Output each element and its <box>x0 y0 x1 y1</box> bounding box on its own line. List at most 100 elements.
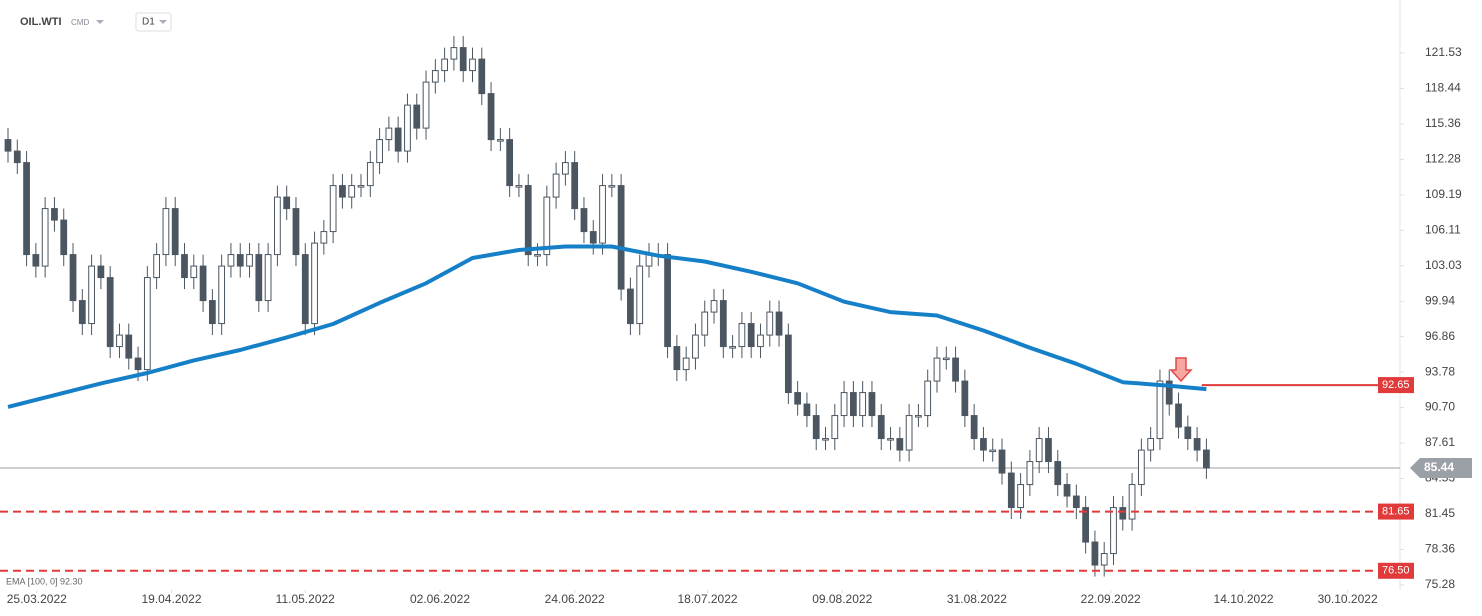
candle-body <box>812 415 820 440</box>
candle-body <box>1203 449 1210 469</box>
x-tick-label: 25.03.2022 <box>7 592 67 606</box>
candle-body <box>459 47 467 72</box>
candle-body <box>339 185 346 198</box>
candle-body <box>41 208 49 267</box>
candle-body <box>1082 507 1090 543</box>
candle-body <box>60 219 68 256</box>
candle-body <box>1184 426 1192 440</box>
candle-body <box>729 346 736 349</box>
x-tick-label: 31.08.2022 <box>947 592 1007 606</box>
candle-body <box>719 300 727 348</box>
candle-body <box>543 196 551 256</box>
candle-body <box>283 196 291 210</box>
level-label: 92.65 <box>1382 379 1410 391</box>
candle-body <box>487 93 495 141</box>
x-tick-label: 09.08.2022 <box>812 592 872 606</box>
candle-body <box>757 334 764 348</box>
candle-body <box>171 208 179 256</box>
candle-body <box>301 254 309 325</box>
x-tick-label: 22.09.2022 <box>1081 592 1141 606</box>
candle-body <box>134 357 142 371</box>
candle-body <box>952 357 959 382</box>
last-price-label: 85.44 <box>1424 460 1454 474</box>
candle-body <box>1026 461 1034 486</box>
candle-body <box>682 357 690 371</box>
candle-body <box>153 254 161 279</box>
candle-body <box>1054 461 1062 486</box>
candle-body <box>274 196 281 256</box>
candle-body <box>868 392 876 417</box>
last-price-tag <box>1410 457 1472 478</box>
candle-body <box>329 185 337 233</box>
x-tick-label: 30.10.2022 <box>1318 592 1378 606</box>
candle-body <box>645 254 653 267</box>
candle-body <box>404 104 411 152</box>
candle-body <box>208 300 216 325</box>
candle-body <box>692 334 699 359</box>
candle-body <box>88 265 95 325</box>
indicator-legend: EMA [100, 0] 92.30 <box>6 576 83 586</box>
candle-body <box>1175 403 1182 428</box>
candle-body <box>1072 495 1080 509</box>
candle-body <box>413 104 421 129</box>
candle-body <box>431 70 439 83</box>
candle-body <box>116 334 123 348</box>
candle-body <box>292 208 300 256</box>
candle-body <box>506 139 514 187</box>
x-tick-label: 11.05.2022 <box>276 592 335 606</box>
interval-select[interactable] <box>135 12 172 32</box>
candle-body <box>23 162 30 256</box>
candle-body <box>831 415 839 440</box>
candle-body <box>366 162 374 187</box>
y-tick-label: 112.28 <box>1425 152 1461 166</box>
y-tick-label: 121.53 <box>1425 45 1462 59</box>
candle-body <box>608 185 616 188</box>
candle-body <box>849 392 857 417</box>
candle-body <box>924 380 932 417</box>
candle-body <box>264 254 272 302</box>
y-tick-label: 106.11 <box>1425 222 1461 236</box>
candle-body <box>1035 438 1043 463</box>
candle-body <box>784 334 792 394</box>
candle-body <box>617 185 625 290</box>
candle-body <box>1156 380 1164 440</box>
x-tick-label: 18.07.2022 <box>677 592 737 606</box>
y-tick-label: 103.03 <box>1425 258 1462 272</box>
candle-body <box>32 254 40 267</box>
candle-body <box>896 438 904 451</box>
level-label-bg <box>1378 503 1414 520</box>
candle-body <box>227 254 235 267</box>
candle-body <box>246 254 253 267</box>
candle-body <box>822 438 829 441</box>
y-tick-label: 99.94 <box>1425 293 1455 307</box>
candle-body <box>394 127 402 152</box>
y-tick-label: 87.61 <box>1425 435 1455 449</box>
candle-body <box>859 392 867 417</box>
candle-body <box>915 415 922 418</box>
ema-line <box>7 244 1207 409</box>
candle-body <box>980 438 987 451</box>
candle-body <box>441 58 448 72</box>
candle-body <box>747 323 755 348</box>
candle-body <box>710 300 718 313</box>
dropdown-icon[interactable] <box>96 20 104 24</box>
y-tick-label: 75.28 <box>1425 577 1455 591</box>
candle-body <box>125 334 133 359</box>
candle-body <box>1007 472 1015 509</box>
candle-body <box>515 185 523 188</box>
candle-body <box>673 346 681 371</box>
candle-body <box>1128 484 1136 520</box>
candle-body <box>1193 438 1201 451</box>
candle-body <box>1110 507 1117 555</box>
candle-body <box>320 231 328 244</box>
candle-body <box>1017 484 1024 509</box>
candle-body <box>422 81 430 129</box>
y-tick-label: 118.44 <box>1425 81 1461 95</box>
level-label-bg <box>1378 562 1414 579</box>
x-tick-label: 19.04.2022 <box>141 592 201 606</box>
candle-body <box>190 265 198 279</box>
candle-body <box>69 254 77 302</box>
symbol: OIL.WTI <box>20 16 62 28</box>
candle-body <box>78 300 86 325</box>
candle-body <box>738 323 746 348</box>
